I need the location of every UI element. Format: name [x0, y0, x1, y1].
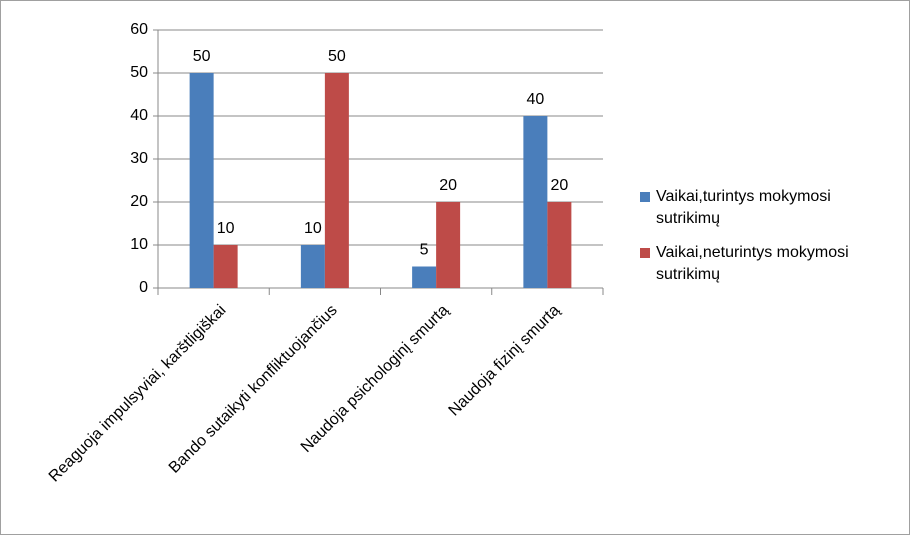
bar: [213, 245, 238, 288]
legend-swatch: [640, 192, 650, 202]
bar: [547, 202, 572, 288]
bar: [189, 73, 214, 288]
legend-label: Vaikai,turintys mokymosi sutrikimų: [656, 188, 831, 227]
y-tick-label: 30: [130, 150, 148, 167]
bar: [412, 266, 437, 288]
data-label: 50: [328, 48, 346, 65]
data-label: 40: [526, 91, 544, 108]
data-label: 5: [420, 242, 429, 259]
data-label: 20: [439, 177, 457, 194]
y-tick-label: 10: [130, 236, 148, 253]
bar: [300, 245, 325, 288]
y-tick-label: 50: [130, 64, 148, 81]
data-label: 20: [550, 177, 568, 194]
y-tick-label: 40: [130, 107, 148, 124]
bar: [324, 73, 349, 288]
legend-item: Vaikai,turintys mokymosi sutrikimų: [640, 186, 890, 230]
y-tick-label: 0: [139, 279, 148, 296]
legend: Vaikai,turintys mokymosi sutrikimų Vaikai…: [640, 186, 890, 298]
y-tick-label: 20: [130, 193, 148, 210]
legend-label: Vaikai,neturintys mokymosi sutrikimų: [656, 244, 849, 283]
data-label: 10: [304, 220, 322, 237]
bar: [523, 116, 548, 288]
data-label: 50: [193, 48, 211, 65]
x-tick-label: Naudoja fizinį smurtą: [446, 302, 564, 420]
legend-item: Vaikai,neturintys mokymosi sutrikimų: [640, 242, 890, 286]
data-label: 10: [217, 220, 235, 237]
legend-swatch: [640, 248, 650, 258]
x-tick-label: Reaguoja impulsyviai, karštligiškai: [46, 302, 230, 486]
y-tick-label: 60: [130, 21, 148, 38]
bar: [436, 202, 461, 288]
